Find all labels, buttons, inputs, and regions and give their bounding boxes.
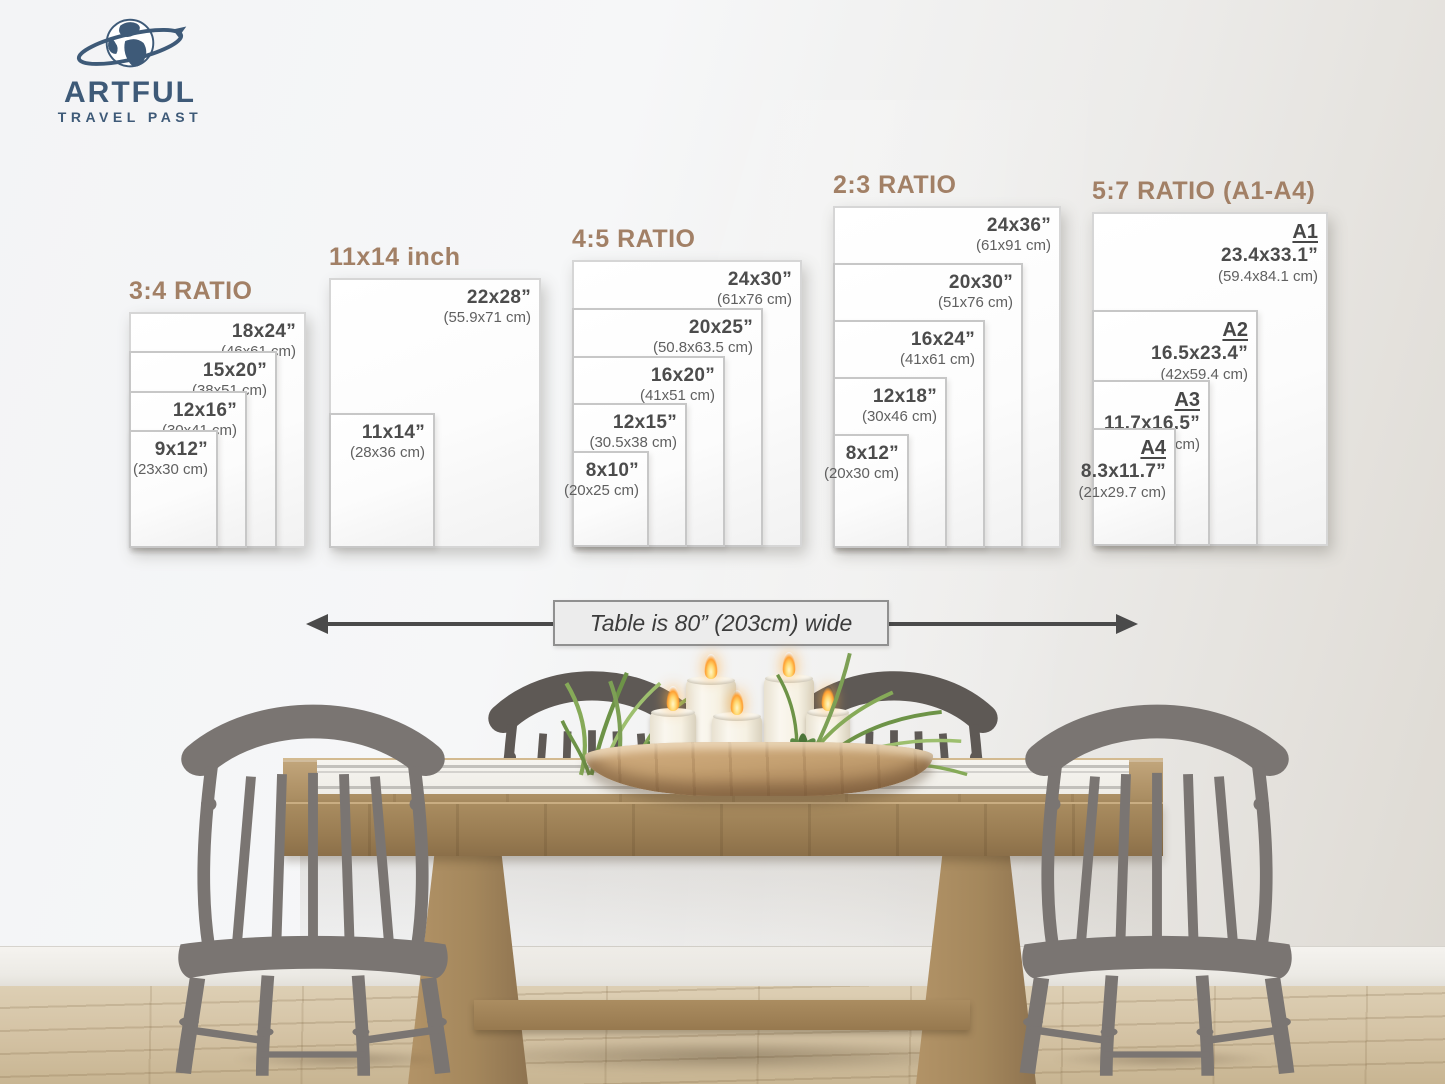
poster-size-label: 16x24” (41x61 cm) bbox=[899, 329, 975, 369]
dining-table-apron bbox=[283, 802, 1163, 856]
poster-stack: 22x28” (55.9x71 cm) 11x14” (28x36 cm) bbox=[329, 278, 541, 548]
poster-rect-8x12in: 8x12” (20x30 cm) bbox=[824, 434, 909, 548]
poster-size-label: 22x28” (55.9x71 cm) bbox=[443, 287, 531, 327]
poster-size-label: A4 8.3x11.7” (21x29.7 cm) bbox=[1078, 437, 1166, 501]
poster-size-label: 20x25” (50.8x63.5 cm) bbox=[652, 317, 753, 357]
poster-size-label: 16x20” (41x51 cm) bbox=[639, 365, 715, 405]
poster-size-label: 8x12” (20x30 cm) bbox=[823, 443, 899, 483]
poster-rect-A4: A4 8.3x11.7” (21x29.7 cm) bbox=[1078, 428, 1176, 546]
poster-stack: 24x36” (61x91 cm) 20x30” (51x76 cm) 16x24” (4… bbox=[824, 206, 1061, 548]
size-group-4-5-ratio: 4:5 RATIO 24x30” (61x76 cm) 20x25” (50.8x63… bbox=[564, 224, 802, 547]
poster-stack: A1 23.4x33.1” (59.4x84.1 cm) A2 16.5x23.4” (4… bbox=[1078, 212, 1328, 546]
size-group-title: 11x14 inch bbox=[329, 243, 461, 271]
poster-rect-8x10in: 8x10” (20x25 cm) bbox=[564, 451, 649, 547]
size-group-title: 3:4 RATIO bbox=[129, 277, 253, 305]
chair-floor-shadow bbox=[1010, 1046, 1310, 1072]
poster-rect-9x12in: 9x12” (23x30 cm) bbox=[129, 430, 218, 548]
poster-size-label: A1 23.4x33.1” (59.4x84.1 cm) bbox=[1217, 221, 1318, 285]
size-group-title: 5:7 RATIO (A1-A4) bbox=[1092, 177, 1316, 205]
brand-tagline: TRAVEL PAST bbox=[57, 109, 203, 125]
size-group-5-7-ratio: 5:7 RATIO (A1-A4) A1 23.4x33.1” (59.4x84.1… bbox=[1078, 176, 1328, 546]
brand-logo: ARTFUL TRAVEL PAST bbox=[40, 12, 220, 126]
wooden-dough-bowl bbox=[585, 742, 933, 796]
poster-size-label: 9x12” (23x30 cm) bbox=[132, 439, 208, 479]
size-group-11x14: 11x14 inch 22x28” (55.9x71 cm) 11x14” (28x3… bbox=[329, 242, 541, 548]
poster-size-label: 24x30” (61x76 cm) bbox=[716, 269, 792, 309]
arrow-right-icon bbox=[1116, 614, 1138, 634]
poster-size-label: 20x30” (51x76 cm) bbox=[937, 272, 1013, 312]
poster-size-label: A2 16.5x23.4” (42x59.4 cm) bbox=[1150, 319, 1248, 383]
table-width-label: Table is 80” (203cm) wide bbox=[553, 600, 889, 646]
size-group-3-4-ratio: 3:4 RATIO 18x24”(46x61 cm)15x20”(38x51 c… bbox=[129, 276, 306, 548]
poster-size-label: 8x10” (20x25 cm) bbox=[563, 460, 639, 500]
size-group-title: 2:3 RATIO bbox=[833, 171, 957, 199]
size-group-2-3-ratio: 2:3 RATIO 24x36” (61x91 cm) 20x30” (51x76 c… bbox=[824, 170, 1061, 548]
dining-chair-front-right bbox=[1002, 694, 1312, 1082]
poster-stack: 24x30” (61x76 cm) 20x25” (50.8x63.5 cm) 16x2… bbox=[564, 260, 802, 547]
globe-orbit-icon bbox=[76, 18, 187, 68]
table-stretcher-beam bbox=[474, 1000, 970, 1030]
poster-stack: 18x24”(46x61 cm)15x20”(38x51 cm)12x16”(3… bbox=[129, 312, 306, 548]
brand-name: ARTFUL bbox=[64, 76, 196, 109]
poster-size-label: 12x18” (30x46 cm) bbox=[861, 386, 937, 426]
size-group-title: 4:5 RATIO bbox=[572, 225, 696, 253]
arrow-left-icon bbox=[306, 614, 328, 634]
poster-size-label: 24x36” (61x91 cm) bbox=[975, 215, 1051, 255]
poster-rect-11x14in: 11x14” (28x36 cm) bbox=[329, 413, 435, 548]
poster-size-label: 12x15” (30.5x38 cm) bbox=[589, 412, 677, 452]
dining-chair-front-left bbox=[158, 694, 468, 1082]
poster-size-label: 11x14” (28x36 cm) bbox=[349, 422, 425, 462]
